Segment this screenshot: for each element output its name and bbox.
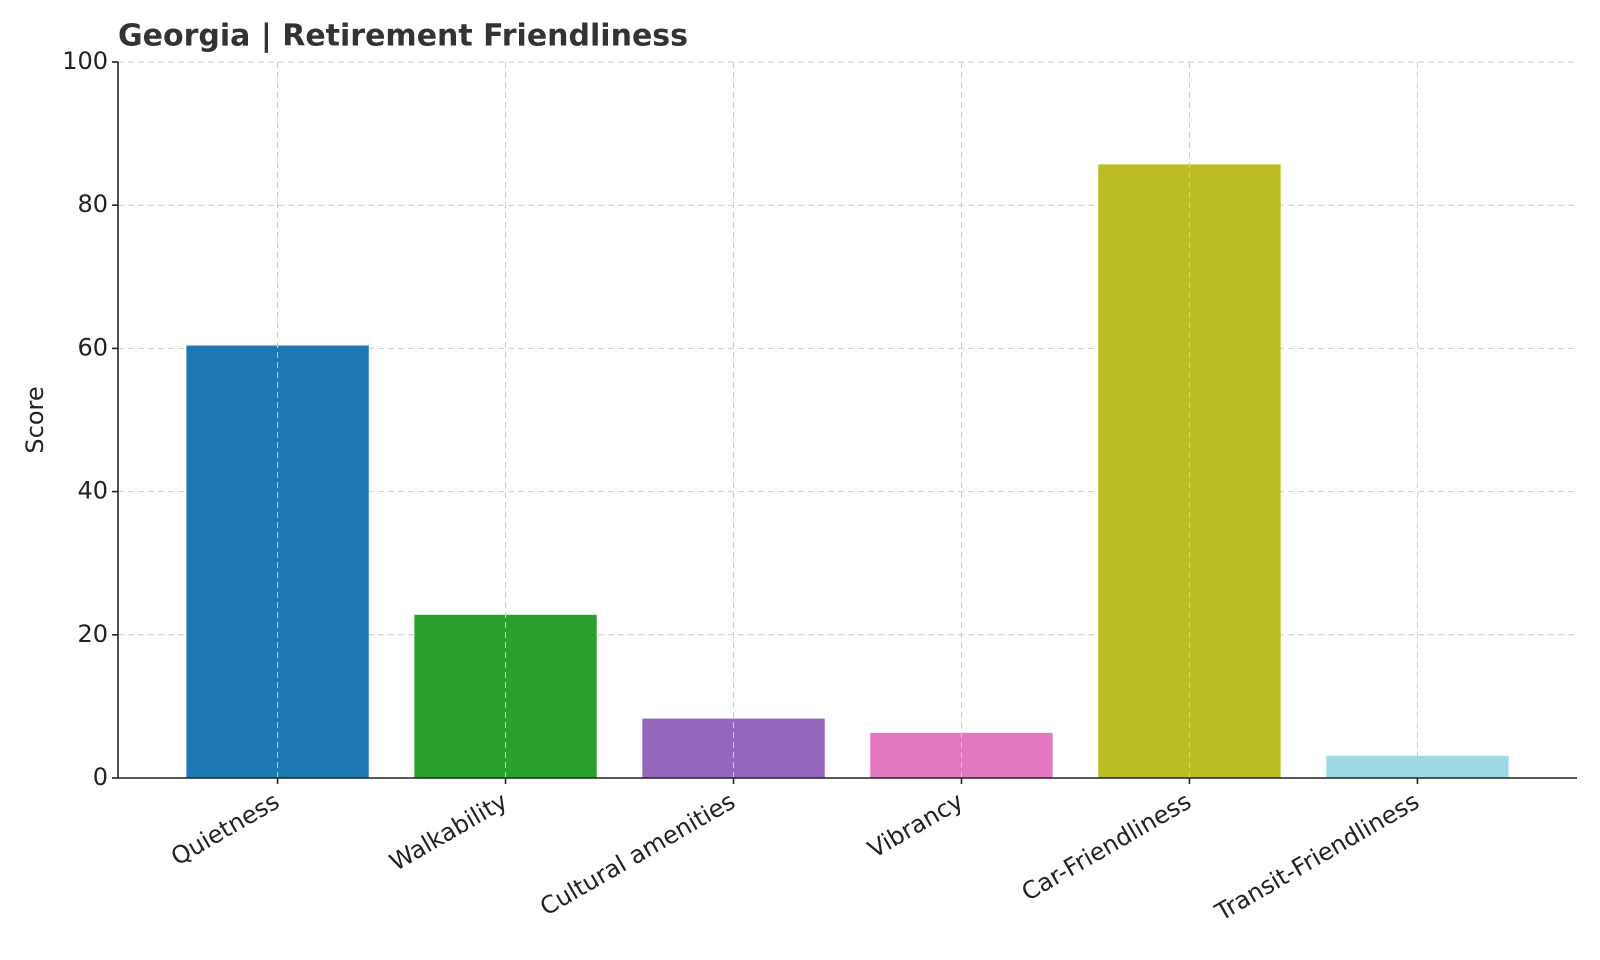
y-tick-label: 60 <box>77 333 108 361</box>
y-axis-label: Score <box>21 386 49 453</box>
x-tick-label: Transit-Friendliness <box>1210 787 1424 927</box>
x-tick-label: Vibrancy <box>863 787 968 864</box>
y-tick-label: 20 <box>77 620 108 648</box>
x-tick-label: Walkability <box>385 787 512 877</box>
y-tick-label: 80 <box>77 190 108 218</box>
x-tick-label: Car-Friendliness <box>1017 787 1196 907</box>
bar <box>642 718 825 778</box>
chart-title: Georgia | Retirement Friendliness <box>118 19 688 54</box>
y-tick-label: 40 <box>77 477 108 505</box>
x-tick-label: Cultural amenities <box>535 787 740 921</box>
y-tick-label: 100 <box>62 47 108 75</box>
x-tick-label: Quietness <box>166 787 284 871</box>
y-tick-label: 0 <box>93 763 108 791</box>
